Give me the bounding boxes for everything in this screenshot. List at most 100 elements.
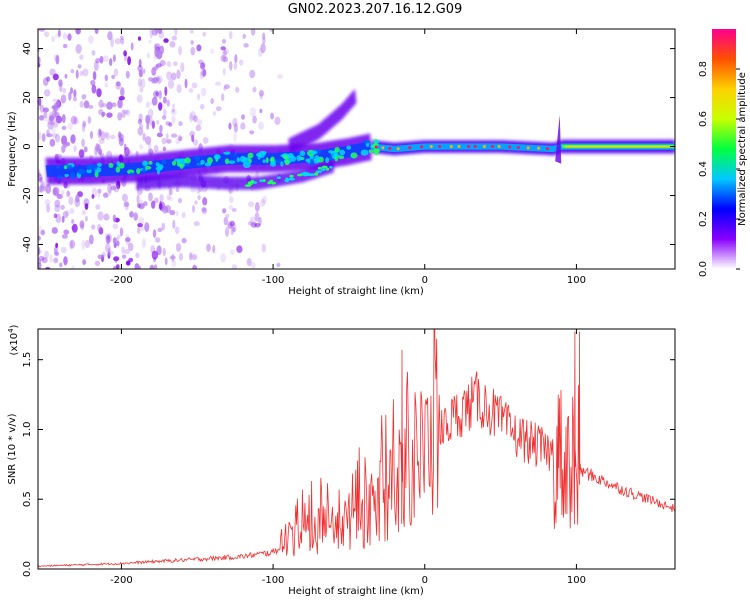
trace-blob	[77, 168, 86, 175]
noise-dot	[231, 264, 238, 269]
noise-dot	[63, 229, 70, 235]
noise-dot	[149, 264, 155, 269]
noise-dot	[262, 195, 267, 204]
trace-blob	[368, 149, 373, 154]
noise-dot	[94, 146, 98, 156]
noise-dot	[120, 35, 124, 41]
noise-dot	[159, 200, 162, 211]
noise-dot	[38, 186, 42, 193]
noise-dot	[171, 259, 177, 268]
noise-dot	[202, 31, 207, 37]
noise-dot	[162, 96, 167, 104]
noise-dot	[175, 210, 179, 217]
y-tick-label: 1.5	[22, 352, 33, 368]
noise-dot	[116, 240, 120, 247]
trace-blob	[90, 164, 98, 171]
noise-dot	[168, 122, 173, 127]
noise-dot	[104, 82, 109, 88]
noise-dot	[44, 89, 51, 97]
noise-dot	[61, 125, 67, 130]
x-tick-label: 100	[567, 575, 586, 586]
noise-dot	[84, 239, 91, 249]
noise-dot	[243, 43, 249, 48]
trace-blob	[280, 161, 284, 167]
trace-blob	[296, 155, 302, 162]
noise-dot	[166, 60, 172, 68]
noise-dot	[51, 109, 58, 120]
noise-dot	[112, 214, 117, 223]
noise-dot	[178, 121, 183, 127]
trace-blob	[136, 168, 141, 174]
noise-dot	[96, 144, 101, 154]
noise-dot	[71, 264, 75, 269]
noise-dot	[98, 108, 104, 116]
noise-dot	[113, 256, 120, 262]
noise-dot	[111, 102, 117, 108]
noise-dot	[172, 219, 176, 229]
trace-blob	[161, 159, 167, 165]
noise-dot	[41, 133, 46, 142]
trace-blob	[142, 166, 146, 174]
noise-dot	[109, 58, 113, 67]
noise-dot	[82, 259, 87, 266]
trace-blob	[197, 163, 201, 167]
noise-dot	[67, 122, 73, 130]
noise-dot	[137, 222, 143, 228]
noise-dot	[165, 121, 171, 126]
noise-dot	[106, 112, 113, 118]
noise-dot	[75, 44, 82, 54]
noise-dot	[153, 145, 159, 152]
noise-dot	[254, 202, 260, 212]
noise-dot	[52, 73, 59, 81]
noise-dot	[98, 99, 104, 109]
noise-dot	[125, 109, 131, 117]
noise-dot	[202, 68, 207, 77]
noise-dot	[229, 61, 233, 71]
noise-dot	[193, 139, 199, 146]
noise-dot	[46, 203, 51, 213]
noise-dot	[175, 243, 182, 252]
noise-dot	[119, 227, 124, 237]
noise-dot	[101, 103, 108, 108]
noise-dot	[157, 227, 163, 233]
noise-dot	[53, 257, 59, 264]
snr-x-label: Height of straight line (km)	[288, 586, 424, 597]
noise-dot	[176, 69, 181, 80]
noise-dot	[252, 115, 257, 124]
noise-dot	[139, 199, 143, 209]
noise-dot	[148, 77, 154, 82]
noise-dot	[178, 136, 183, 142]
noise-dot	[170, 108, 177, 116]
noise-dot	[94, 29, 99, 35]
noise-dot	[262, 32, 266, 40]
noise-dot	[228, 30, 233, 40]
trace-blob	[67, 164, 73, 170]
noise-dot	[54, 33, 61, 39]
noise-dot	[62, 32, 68, 40]
noise-dot	[258, 216, 262, 226]
noise-dot	[124, 248, 130, 255]
noise-dot	[193, 115, 198, 123]
noise-dot	[199, 62, 206, 70]
noise-dot	[136, 94, 143, 103]
noise-dot	[137, 118, 143, 125]
trace-peak-dot	[429, 145, 433, 149]
trace-blob	[223, 151, 231, 155]
trace-peak-dot	[381, 146, 385, 150]
noise-dot	[194, 200, 198, 205]
noise-dot	[228, 205, 234, 210]
noise-dot	[125, 70, 130, 79]
noise-dot	[233, 122, 238, 133]
noise-dot	[138, 113, 143, 122]
noise-dot	[151, 250, 159, 260]
noise-dot	[168, 188, 174, 196]
noise-dot	[145, 114, 151, 124]
noise-dot	[84, 203, 89, 210]
noise-dot	[220, 253, 227, 263]
noise-dot	[259, 93, 263, 100]
trace-blob	[299, 150, 306, 156]
noise-dot	[220, 93, 225, 102]
noise-dot	[181, 211, 186, 219]
snr-y-ticks: 0.0 0.5 1.0 1.5	[22, 352, 675, 577]
noise-dot	[112, 223, 119, 230]
